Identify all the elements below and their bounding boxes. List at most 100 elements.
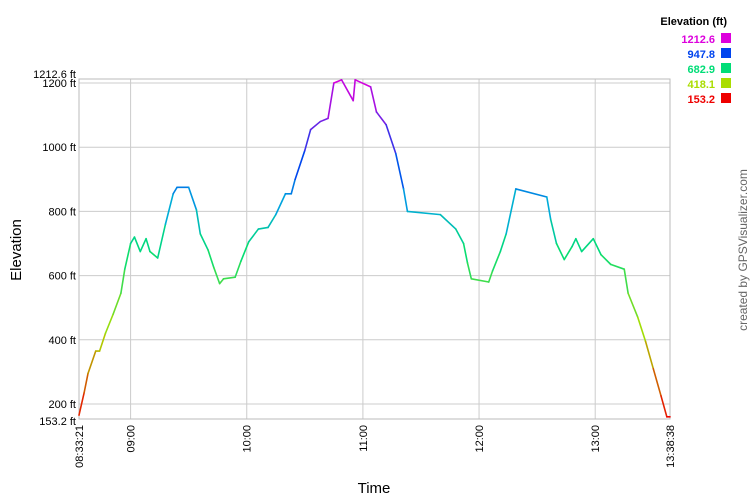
y-tick-label: 1200 ft bbox=[42, 78, 76, 90]
elevation-segment bbox=[199, 233, 209, 251]
elevation-segment bbox=[505, 188, 517, 235]
x-tick-label: 11:00 bbox=[358, 425, 370, 452]
elevation-segment bbox=[623, 268, 629, 295]
y-tick-label: 200 ft bbox=[48, 399, 76, 411]
elevation-segment bbox=[149, 250, 159, 259]
elevation-segment bbox=[636, 316, 647, 343]
y-tick-label: 400 ft bbox=[48, 335, 76, 347]
elevation-segment bbox=[195, 209, 202, 235]
y-tick-label: 600 ft bbox=[48, 271, 76, 283]
elevation-segment bbox=[145, 237, 151, 253]
elevation-segment bbox=[133, 236, 142, 253]
elevation-segment bbox=[563, 245, 573, 261]
elevation-segment bbox=[340, 79, 355, 102]
elevation-segment bbox=[213, 266, 221, 285]
elevation-segment bbox=[402, 188, 409, 213]
plot-frame bbox=[78, 78, 671, 420]
elevation-segment bbox=[352, 79, 356, 102]
elevation-segment bbox=[123, 242, 132, 270]
elevation-segment bbox=[491, 250, 502, 272]
elevation-segment bbox=[290, 178, 296, 195]
elevation-segment bbox=[600, 253, 612, 266]
elevation-segment bbox=[575, 237, 583, 253]
elevation-segment bbox=[644, 340, 655, 370]
elevation-segment bbox=[580, 237, 595, 253]
elevation-segment bbox=[462, 242, 469, 264]
elevation-segment bbox=[87, 350, 97, 375]
elevation-segment bbox=[439, 213, 457, 230]
elevation-segment bbox=[304, 128, 312, 152]
elevation-segment bbox=[207, 249, 215, 269]
elevation-segment bbox=[139, 237, 147, 253]
elevation-segment bbox=[470, 278, 490, 283]
elevation-segment bbox=[333, 79, 343, 84]
elevation-segment bbox=[222, 276, 236, 280]
x-tick-label: 12:00 bbox=[474, 425, 486, 453]
elevation-segment bbox=[78, 391, 85, 417]
elevation-segment bbox=[592, 237, 602, 256]
elevation-segment bbox=[129, 236, 136, 245]
elevation-segment bbox=[104, 313, 114, 335]
elevation-segment bbox=[652, 367, 662, 397]
x-tick-label: 13:38:38 bbox=[665, 425, 677, 468]
elevation-segment bbox=[294, 149, 306, 181]
elevation-segment bbox=[466, 261, 473, 280]
elevation-segment bbox=[609, 263, 626, 270]
elevation-segment bbox=[571, 237, 577, 248]
elevation-segment bbox=[515, 188, 548, 198]
elevation-segment bbox=[156, 223, 167, 259]
elevation-segment bbox=[385, 123, 397, 155]
elevation-segment bbox=[164, 192, 174, 226]
legend-swatch bbox=[721, 33, 731, 43]
x-axis-ticks: 08:33:21 09:00 10:00 11:00 12:00 13:00 13:38:3… bbox=[74, 425, 677, 468]
elevation-segment bbox=[187, 186, 198, 211]
legend-swatch bbox=[721, 48, 731, 58]
elevation-segment bbox=[172, 186, 178, 195]
y-tick-label: 1212.6 ft bbox=[33, 69, 76, 81]
elevation-segment bbox=[549, 218, 558, 245]
elevation-segment bbox=[267, 213, 277, 229]
elevation-segment bbox=[274, 192, 287, 216]
elevation-segment bbox=[309, 120, 322, 131]
y-tick-label: 800 ft bbox=[48, 206, 76, 218]
elevation-segment bbox=[406, 210, 442, 216]
elevation-segment bbox=[627, 292, 639, 319]
elevation-segment bbox=[546, 196, 552, 221]
legend-title: Elevation (ft) bbox=[660, 16, 727, 28]
legend-label: 1212.6 bbox=[681, 34, 715, 46]
elevation-segment bbox=[327, 82, 335, 120]
elevation-segment bbox=[98, 332, 107, 352]
elevation-segment bbox=[319, 117, 329, 123]
elevation-segment bbox=[354, 79, 372, 88]
elevation-segment bbox=[247, 228, 260, 243]
x-tick-label: 10:00 bbox=[242, 425, 254, 453]
x-axis-label: Time bbox=[358, 480, 391, 497]
y-tick-label: 1000 ft bbox=[42, 142, 76, 154]
elevation-segment bbox=[487, 269, 494, 283]
legend-label: 947.8 bbox=[687, 49, 715, 61]
elevation-segment bbox=[395, 152, 405, 190]
elevation-segment bbox=[499, 233, 507, 253]
legend-label: 682.9 bbox=[687, 64, 715, 76]
legend-label: 153.2 bbox=[687, 94, 715, 106]
elevation-segment bbox=[369, 86, 378, 113]
y-axis-label: Elevation bbox=[8, 219, 25, 281]
elevation-line bbox=[78, 79, 671, 418]
elevation-segment bbox=[240, 241, 250, 262]
elevation-segment bbox=[375, 111, 387, 126]
elevation-segment bbox=[218, 278, 225, 285]
x-tick-label: 13:00 bbox=[590, 425, 602, 453]
elevation-segment bbox=[112, 292, 122, 315]
x-tick-label: 09:00 bbox=[126, 425, 138, 453]
legend-label: 418.1 bbox=[687, 79, 715, 91]
legend-swatch bbox=[721, 78, 731, 88]
y-tick-label: 153.2 ft bbox=[39, 416, 76, 428]
credit-text: created by GPSVisualizer.com bbox=[736, 169, 750, 331]
elevation-segment bbox=[234, 260, 242, 279]
grid bbox=[79, 79, 670, 419]
elevation-segment bbox=[83, 372, 89, 394]
elevation-segment bbox=[455, 228, 465, 245]
elevation-segment bbox=[120, 268, 126, 295]
